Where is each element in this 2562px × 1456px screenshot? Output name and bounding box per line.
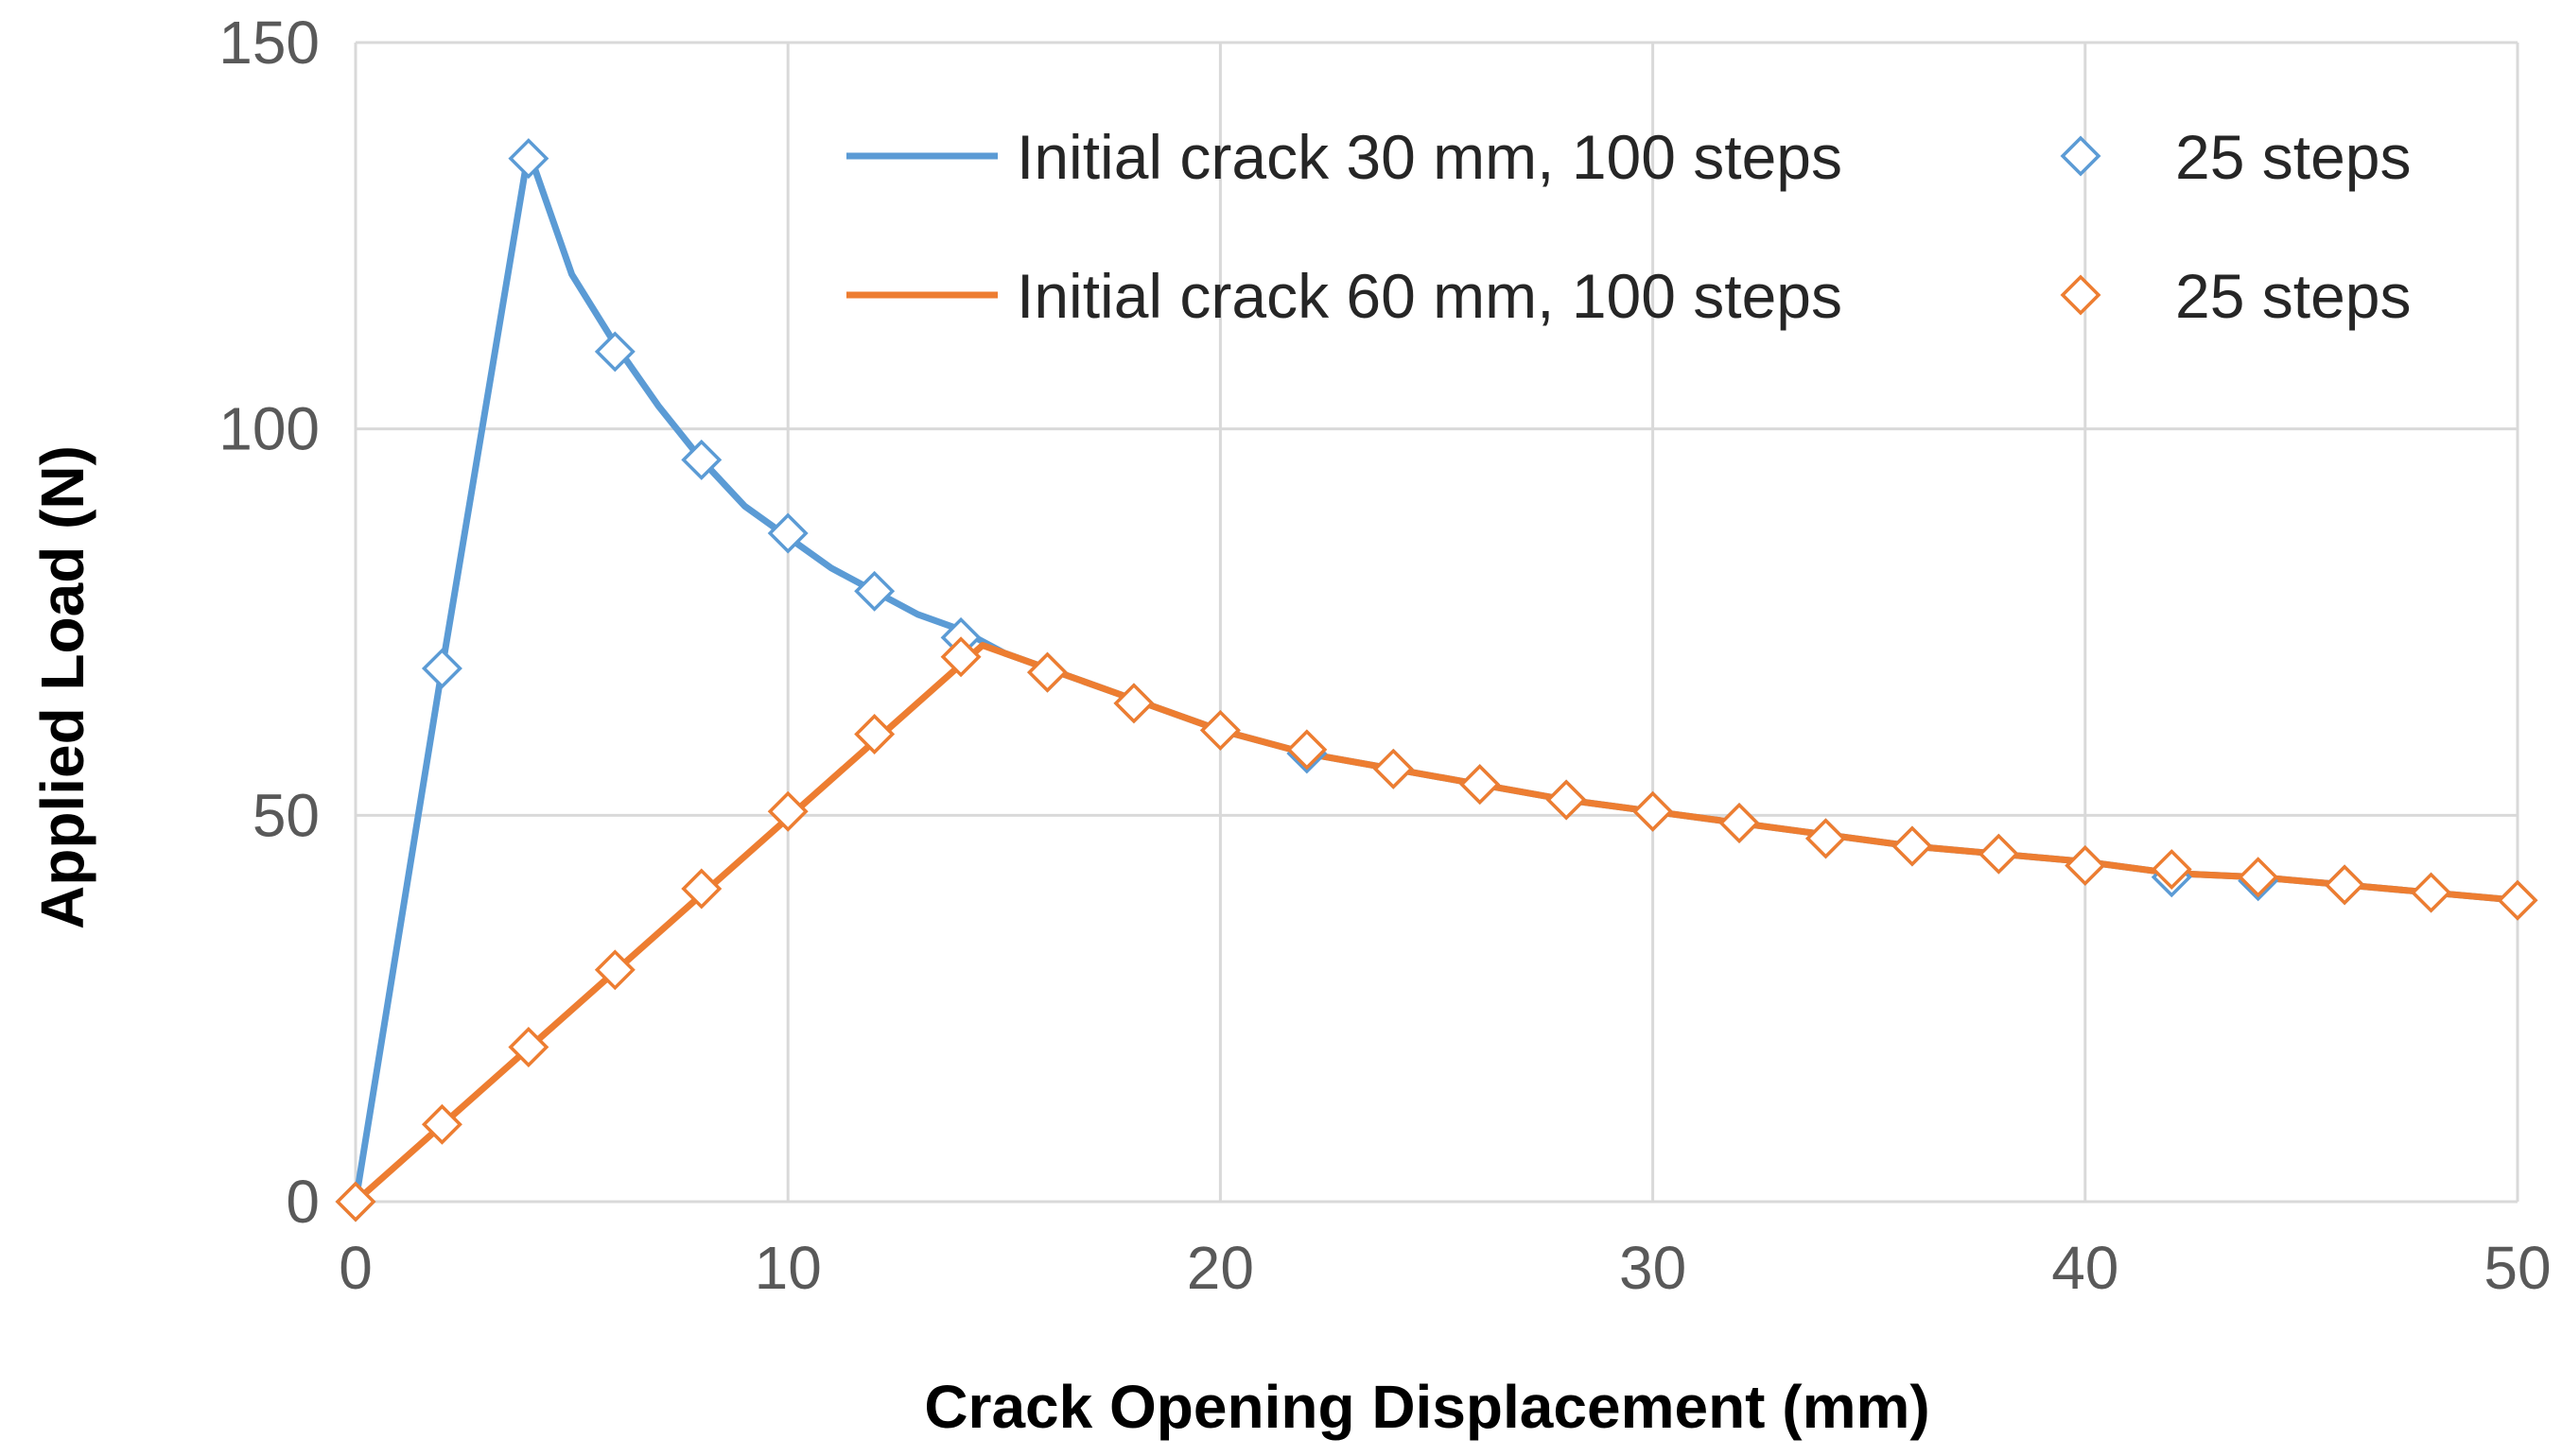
x-tick-label: 50 [2484,1234,2551,1302]
legend-marker-swatch [2060,135,2101,177]
series-marker-3 [2151,849,2192,891]
series-marker-3 [2324,864,2365,906]
series-marker-1 [767,512,809,554]
series-marker-3 [1545,779,1587,821]
series-marker-3 [1286,729,1328,771]
y-tick-label: 100 [218,395,320,463]
series-marker-3 [1459,764,1501,806]
y-tick-label: 150 [218,9,320,77]
legend-entry-label: 25 steps [2175,122,2412,192]
legend-marker-swatch [2060,274,2101,316]
x-tick-label: 30 [1619,1234,1686,1302]
series-marker-3 [1632,790,1674,832]
legend-entry-label: Initial crack 30 mm, 100 steps [1017,122,1842,192]
series-marker-1 [854,570,896,612]
series-marker-3 [854,714,896,754]
x-tick-label: 10 [755,1234,822,1302]
x-tick-label: 40 [2051,1234,2118,1302]
x-axis-title: Crack Opening Displacement (mm) [924,1373,1929,1441]
series-marker-1 [594,331,636,373]
series-marker-3 [2238,857,2279,898]
series-marker-3 [681,868,723,910]
series-line-2 [352,642,2521,1205]
x-tick-label: 0 [339,1234,373,1302]
series-marker-3 [335,1181,376,1222]
series-marker-3 [1372,748,1414,789]
series-marker-3 [940,636,982,678]
series-marker-1 [681,439,723,480]
series-marker-3 [767,790,809,832]
series-marker-3 [1027,651,1068,693]
series-marker-3 [594,949,636,991]
series-marker-3 [1891,825,1933,867]
y-tick-label: 50 [253,781,320,849]
series-marker-3 [1718,803,1760,843]
series-marker-3 [421,1103,462,1145]
series-marker-3 [1199,709,1241,751]
y-tick-label: 0 [286,1168,320,1236]
series-marker-3 [1113,683,1155,724]
legend-entry-label: Initial crack 60 mm, 100 steps [1017,261,1842,331]
series-marker-3 [2411,872,2452,913]
y-axis-title: Applied Load (N) [28,445,96,929]
axes [354,43,2518,1204]
legend-entry-label: 25 steps [2175,261,2412,331]
x-tick-label: 20 [1187,1234,1254,1302]
legend: Initial crack 30 mm, 100 steps 25 steps In… [846,122,2412,331]
series-marker-1 [508,138,549,180]
series-marker-3 [2065,844,2106,886]
y-axis-ticks: 0 50 100 150 [218,9,320,1236]
series-marker-1 [421,648,462,689]
gridlines [356,41,2519,1202]
plot-area [335,138,2538,1222]
series-marker-3 [508,1027,549,1068]
x-axis-ticks: 0 10 20 30 40 50 [339,1234,2551,1302]
series-marker-3 [2497,879,2538,921]
series-marker-3 [1978,833,2019,875]
series-marker-3 [1805,818,1846,859]
